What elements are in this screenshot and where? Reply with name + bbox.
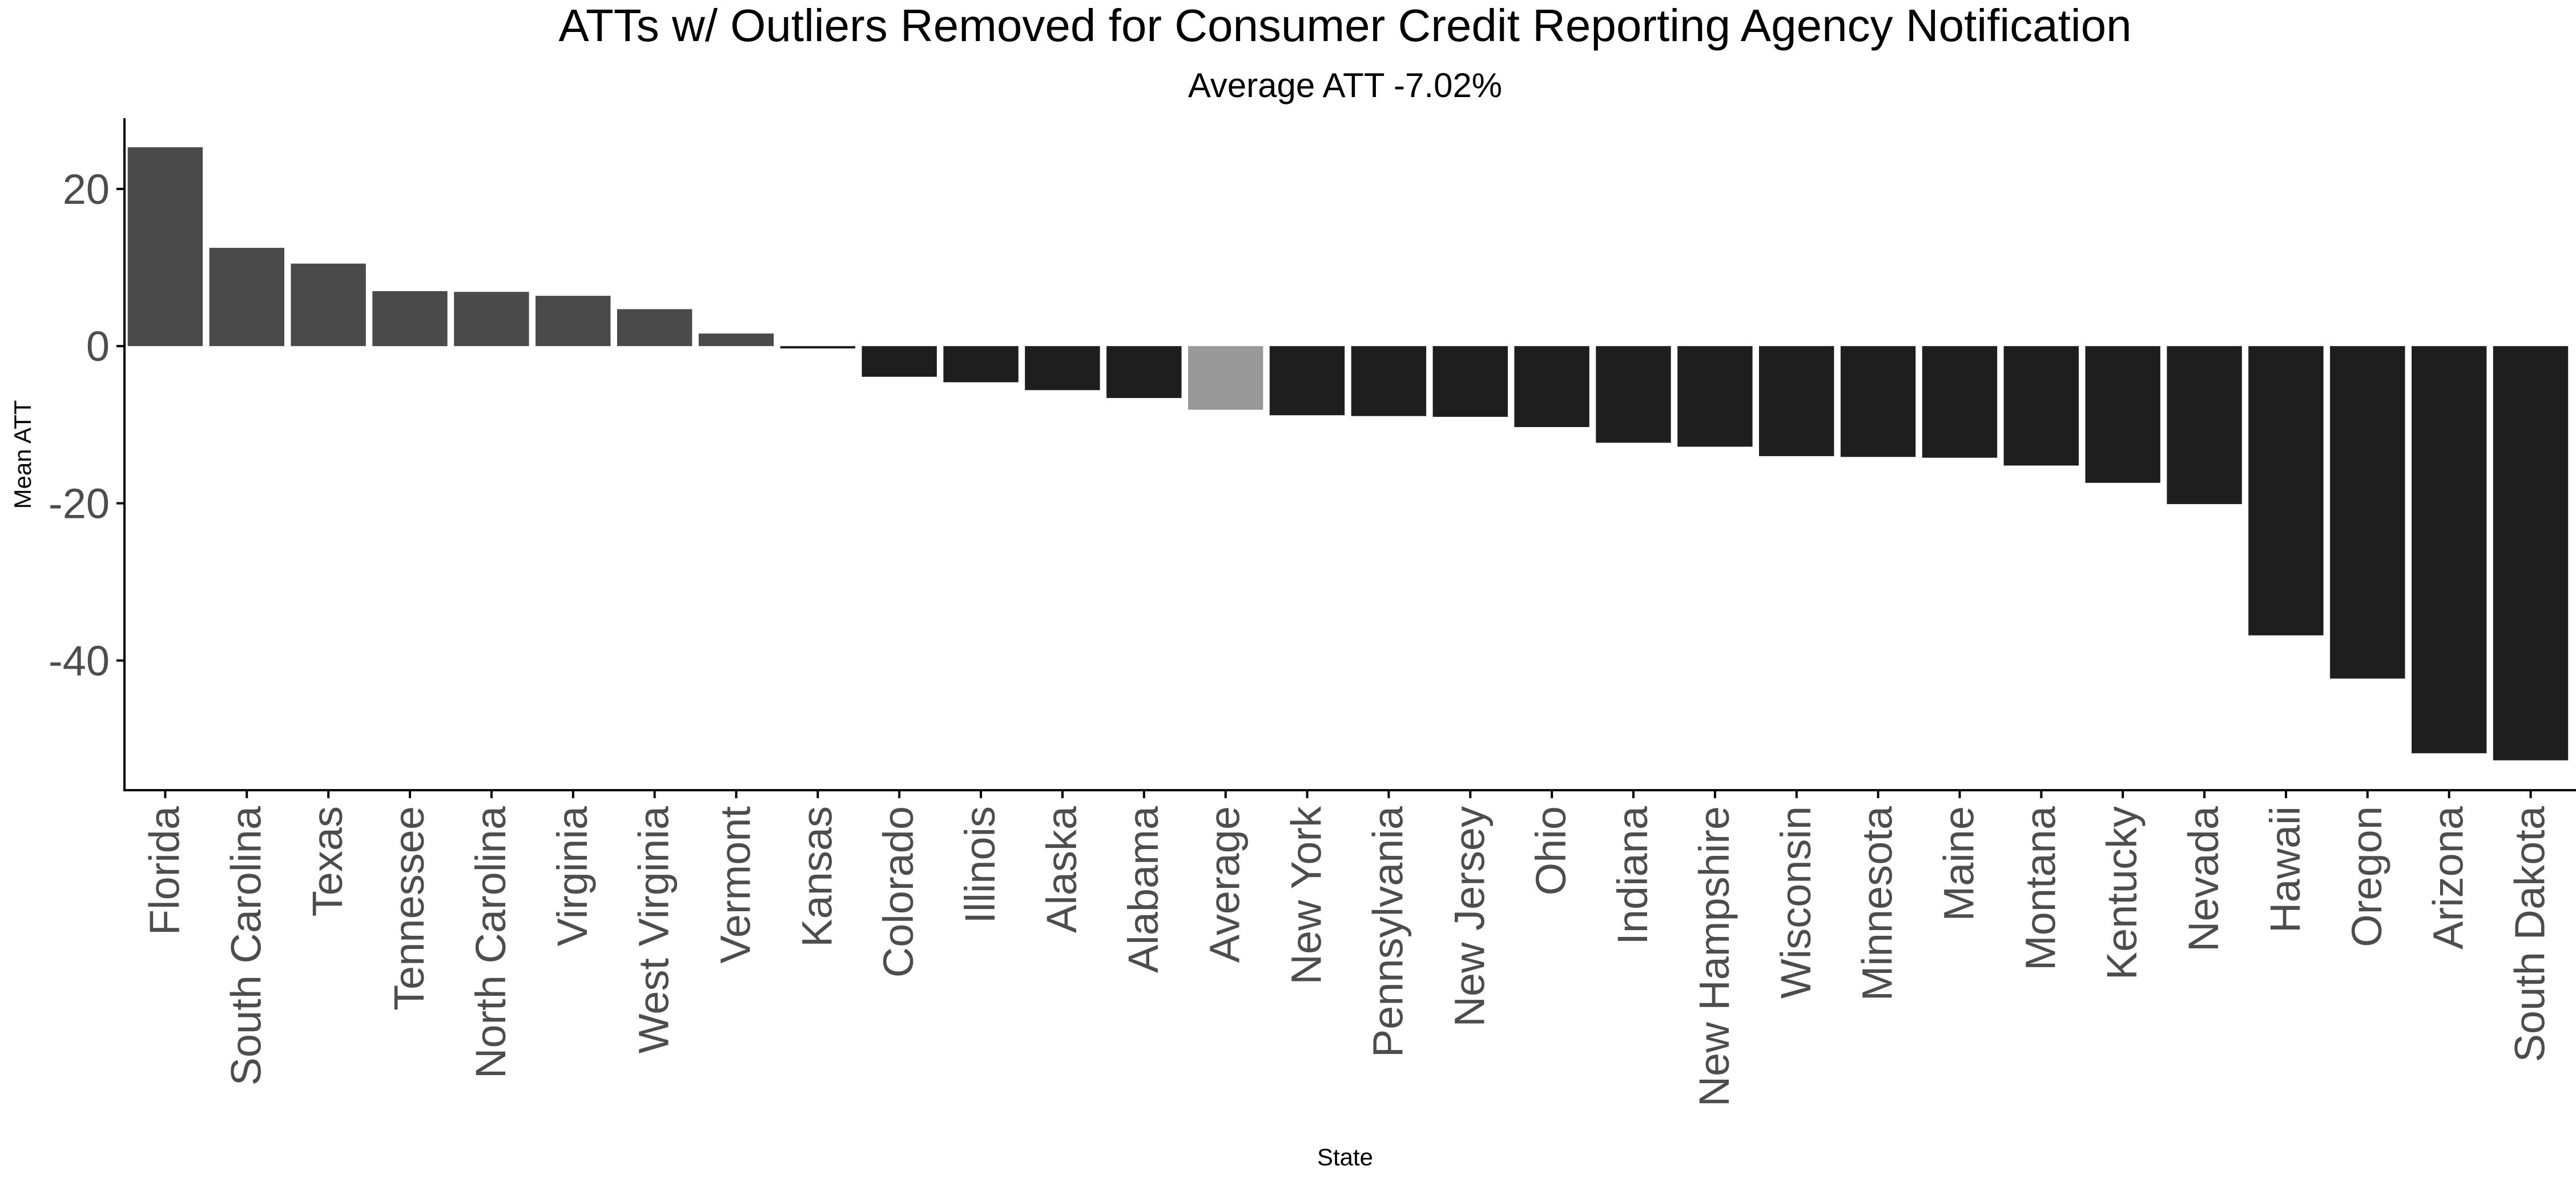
bar-new-jersey	[1432, 346, 1508, 417]
x-tick-label: North Carolina	[467, 806, 514, 1079]
x-tick-label: Illinois	[956, 806, 1004, 924]
x-tick-label: Nevada	[2180, 806, 2227, 952]
bar-vermont	[698, 333, 774, 347]
x-tick-label: Wisconsin	[1772, 806, 1820, 999]
y-tick-label: -40	[49, 637, 110, 685]
x-tick-label: Maine	[1935, 806, 1983, 922]
x-tick-label: Montana	[2016, 806, 2064, 971]
x-tick-label: South Dakota	[2506, 806, 2554, 1062]
bar-arizona	[2412, 346, 2487, 754]
y-axis-ticks: 20 0 -20 -40	[49, 166, 124, 685]
y-tick-label: 0	[86, 323, 110, 370]
bar-alaska	[1025, 346, 1100, 391]
bar-indiana	[1596, 346, 1671, 443]
x-tick-label: Texas	[304, 806, 351, 916]
x-tick-label: Virginia	[549, 806, 596, 946]
bar-texas	[291, 263, 366, 347]
bar-hawaii	[2248, 346, 2324, 635]
bar-alabama	[1106, 346, 1182, 399]
x-tick-label: Alabama	[1120, 806, 1167, 973]
bar-tennessee	[372, 291, 448, 347]
chart-subtitle: Average ATT -7.02%	[1188, 66, 1502, 104]
x-tick-label: South Carolina	[222, 806, 269, 1085]
x-tick-label: Average	[1201, 806, 1249, 963]
bars	[127, 147, 2569, 760]
y-tick-label: -20	[49, 480, 110, 528]
x-tick-label: Minnesota	[1854, 806, 1901, 1001]
x-tick-label: Colorado	[875, 806, 922, 977]
x-tick-label: West Virginia	[630, 806, 678, 1053]
x-tick-label: New Jersey	[1446, 806, 1493, 1027]
bar-new-york	[1269, 346, 1345, 416]
x-tick-label: Kansas	[793, 806, 840, 947]
bar-virginia	[536, 296, 611, 347]
x-tick-label: Oregon	[2343, 806, 2390, 947]
bar-north-carolina	[454, 292, 529, 347]
bar-colorado	[862, 346, 937, 377]
bar-wisconsin	[1759, 346, 1834, 456]
x-tick-label: New York	[1283, 806, 1330, 985]
x-axis-title: State	[1317, 1144, 1373, 1170]
bar-maine	[1922, 346, 1998, 458]
bar-ohio	[1514, 346, 1589, 427]
x-tick-label: Hawaii	[2261, 806, 2309, 933]
x-tick-label: Tennessee	[385, 806, 433, 1011]
chart-title: ATTs w/ Outliers Removed for Consumer Cr…	[558, 0, 2131, 51]
x-tick-label: Florida	[140, 806, 188, 935]
bar-montana	[2003, 346, 2079, 466]
x-tick-label: Vermont	[712, 806, 759, 964]
x-tick-label: Alaska	[1038, 806, 1085, 933]
x-tick-label: New Hampshire	[1690, 806, 1738, 1106]
bar-kentucky	[2085, 346, 2160, 483]
x-tick-label: Kentucky	[2098, 806, 2146, 980]
y-axis-title: Mean ATT	[9, 400, 36, 509]
y-tick-label: 20	[63, 166, 110, 213]
bar-minnesota	[1840, 346, 1916, 457]
x-tick-label: Indiana	[1609, 806, 1656, 945]
bar-florida	[127, 147, 203, 347]
x-tick-label: Arizona	[2425, 806, 2472, 949]
bar-kansas	[780, 346, 855, 349]
bar-average	[1188, 346, 1263, 410]
bar-south-dakota	[2493, 346, 2569, 760]
bar-pennsylvania	[1351, 346, 1427, 416]
bar-illinois	[943, 346, 1019, 383]
x-axis-ticks: Florida South Carolina Texas Tennessee North…	[140, 790, 2554, 1106]
bar-oregon	[2330, 346, 2405, 679]
x-tick-label: Ohio	[1527, 806, 1575, 895]
x-tick-label: Pennsylvania	[1364, 806, 1411, 1057]
bar-new-hampshire	[1677, 346, 1753, 447]
bar-west-virginia	[617, 309, 693, 347]
bar-nevada	[2167, 346, 2242, 504]
bar-south-carolina	[209, 248, 284, 347]
